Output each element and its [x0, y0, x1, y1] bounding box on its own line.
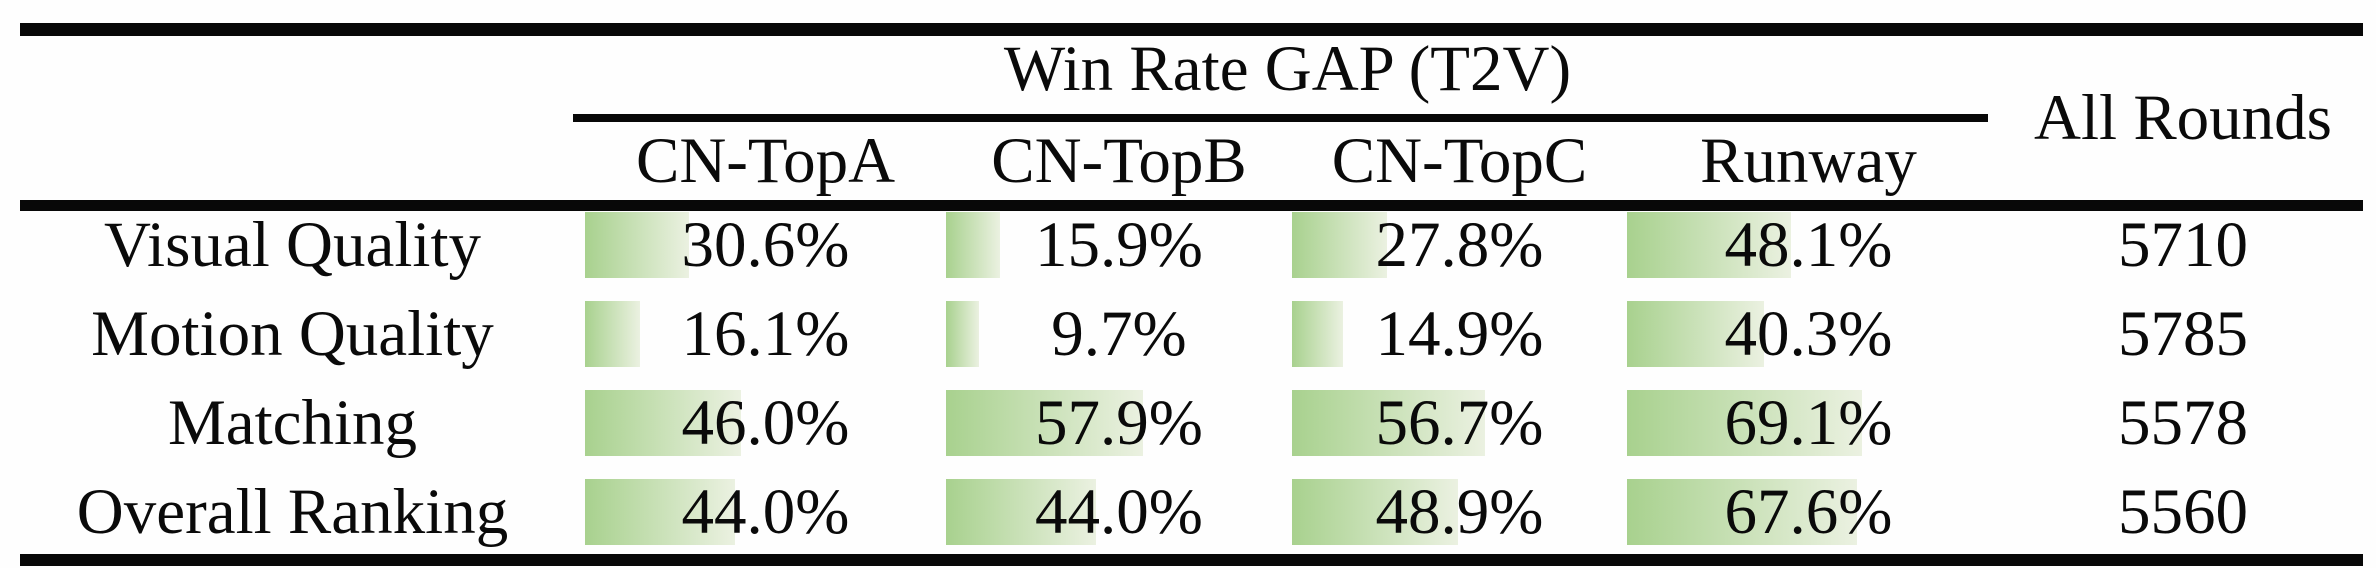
table-cell: 30.6% — [585, 212, 946, 278]
bar-track — [1627, 479, 1967, 545]
win-rate-value: 14.9% — [1375, 298, 1544, 370]
win-rate-value: 30.6% — [681, 209, 850, 281]
bar-track — [946, 479, 1286, 545]
bar-track — [1627, 301, 1967, 367]
win-rate-value: 69.1% — [1724, 387, 1893, 459]
win-rate-value: 15.9% — [1035, 209, 1203, 281]
table-top-rule — [20, 23, 2363, 36]
win-rate-bar — [585, 390, 742, 456]
win-rate-bar — [1627, 301, 1765, 367]
all-rounds-value: 5710 — [2118, 209, 2248, 281]
win-rate-value: 44.0% — [681, 476, 850, 548]
bar-track — [585, 390, 925, 456]
table-cell: 40.3% — [1627, 301, 1990, 367]
win-rate-value: 16.1% — [681, 298, 850, 370]
table-cell: 57.9% — [946, 390, 1292, 456]
table-row-visual-quality: Visual Quality 30.6% 15.9% 27.8% 48.1% 5… — [0, 212, 2376, 301]
table-row-motion-quality: Motion Quality 16.1% 9.7% 14.9% 40.3% 57… — [0, 301, 2376, 390]
table-cell: 46.0% — [585, 390, 946, 456]
group-span-rule — [573, 114, 1988, 122]
bar-track — [946, 212, 1286, 278]
all-rounds-value: 5578 — [2118, 387, 2248, 459]
all-rounds-column-header: All Rounds — [2034, 81, 2332, 154]
bar-track — [585, 212, 925, 278]
win-rate-value: 27.8% — [1375, 209, 1544, 281]
table-cell: 44.0% — [946, 479, 1292, 545]
win-rate-value: 9.7% — [1051, 298, 1187, 370]
win-rate-value: 44.0% — [1035, 476, 1203, 548]
win-rate-bar — [1292, 301, 1343, 367]
row-label: Motion Quality — [91, 298, 494, 370]
table-cell: 16.1% — [585, 301, 946, 367]
table-row-matching: Matching 46.0% 57.9% 56.7% 69.1% 5578 — [0, 390, 2376, 479]
column-header-cn-topc: CN-TopC — [1331, 125, 1588, 197]
column-header-runway: Runway — [1700, 125, 1917, 197]
table-cell: 27.8% — [1292, 212, 1627, 278]
table-cell: 56.7% — [1292, 390, 1627, 456]
row-label: Visual Quality — [103, 209, 482, 281]
win-rate-bar — [585, 301, 640, 367]
column-header-cn-topb: CN-TopB — [991, 125, 1247, 197]
win-rate-value: 48.9% — [1375, 476, 1544, 548]
win-rate-value: 57.9% — [1035, 387, 1203, 459]
bar-track — [1292, 479, 1632, 545]
table-cell: 48.9% — [1292, 479, 1627, 545]
table-cell: 14.9% — [1292, 301, 1627, 367]
table-header-rule — [20, 200, 2363, 211]
table-row-overall-ranking: Overall Ranking 44.0% 44.0% 48.9% 67.6% … — [0, 479, 2376, 568]
win-rate-value: 48.1% — [1724, 209, 1893, 281]
win-rate-bar — [585, 212, 690, 278]
bar-track — [1292, 212, 1632, 278]
bar-track — [1627, 212, 1967, 278]
win-rate-value: 46.0% — [681, 387, 850, 459]
win-rate-bar — [946, 479, 1096, 545]
win-rate-bar — [1627, 212, 1791, 278]
win-rate-value: 67.6% — [1724, 476, 1893, 548]
win-rate-bar — [1292, 212, 1387, 278]
win-rate-bar — [946, 212, 1001, 278]
win-rate-bar — [1292, 390, 1485, 456]
win-rate-bar — [946, 390, 1143, 456]
bar-track — [1292, 301, 1632, 367]
bar-track — [1292, 390, 1632, 456]
bar-track — [585, 479, 925, 545]
win-rate-value: 56.7% — [1375, 387, 1544, 459]
win-rate-bar — [946, 301, 979, 367]
table-cell: 44.0% — [585, 479, 946, 545]
win-rate-bar — [1627, 479, 1857, 545]
bar-track — [1627, 390, 1967, 456]
table-body: Visual Quality 30.6% 15.9% 27.8% 48.1% 5… — [0, 212, 2376, 568]
bar-track — [946, 301, 1286, 367]
bar-track — [585, 301, 925, 367]
win-rate-bar — [1292, 479, 1459, 545]
bar-track — [946, 390, 1286, 456]
row-label: Overall Ranking — [76, 476, 509, 548]
table-cell: 48.1% — [1627, 212, 1990, 278]
table-cell: 9.7% — [946, 301, 1292, 367]
table-cell: 15.9% — [946, 212, 1292, 278]
row-label: Matching — [167, 387, 418, 459]
column-group-title: Win Rate GAP (T2V) — [1003, 33, 1572, 105]
win-rate-bar — [585, 479, 735, 545]
table-cell: 69.1% — [1627, 390, 1990, 456]
table-cell: 67.6% — [1627, 479, 1990, 545]
win-rate-value: 40.3% — [1724, 298, 1893, 370]
all-rounds-value: 5785 — [2118, 298, 2248, 370]
column-header-cn-topa: CN-TopA — [635, 125, 896, 197]
all-rounds-value: 5560 — [2118, 476, 2248, 548]
win-rate-bar — [1627, 390, 1862, 456]
table-bottom-rule — [20, 554, 2363, 566]
